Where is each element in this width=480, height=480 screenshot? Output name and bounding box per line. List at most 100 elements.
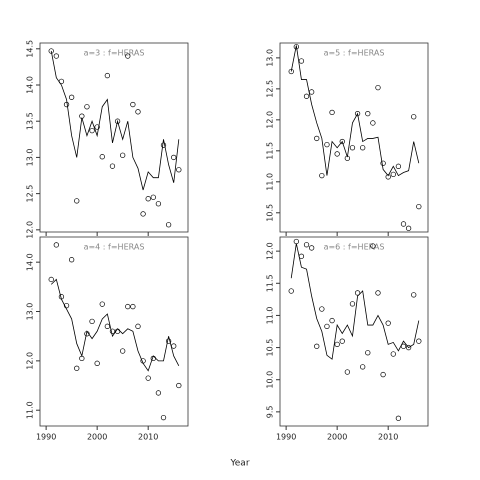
- data-point: [339, 338, 345, 344]
- data-point: [114, 118, 121, 124]
- y-tick-label: 13.0: [26, 149, 35, 167]
- y-tick-label: 11.5: [266, 142, 275, 160]
- data-point: [375, 290, 381, 296]
- data-point: [365, 110, 371, 117]
- data-point: [68, 94, 75, 100]
- data-point: [74, 198, 80, 204]
- data-point: [104, 72, 111, 79]
- panel-title: a=4 : f=HERAS: [84, 243, 145, 252]
- data-point: [145, 196, 151, 202]
- data-point: [74, 365, 80, 371]
- y-tick-label: 10.5: [266, 204, 275, 222]
- data-point: [308, 245, 315, 251]
- data-point: [375, 84, 381, 91]
- data-point: [176, 167, 182, 173]
- y-tick-label: 14.0: [26, 76, 35, 94]
- x-tick-label: 2000: [87, 433, 107, 442]
- data-point: [293, 44, 299, 50]
- data-point: [125, 53, 131, 59]
- data-point: [380, 160, 386, 166]
- data-point: [370, 243, 376, 249]
- data-point: [48, 48, 54, 54]
- data-point: [334, 151, 340, 157]
- data-point: [120, 348, 126, 354]
- panel-frame: [39, 236, 189, 427]
- data-point: [140, 211, 146, 217]
- data-point: [324, 141, 330, 148]
- y-tick-label: 13.0: [26, 303, 35, 321]
- fit-line: [290, 243, 420, 360]
- data-point: [319, 172, 325, 179]
- data-point: [89, 318, 95, 325]
- fit-line: [290, 45, 420, 177]
- data-point: [308, 89, 315, 95]
- data-point: [324, 323, 330, 330]
- data-point: [135, 109, 141, 115]
- data-point: [94, 360, 100, 366]
- data-point: [395, 163, 402, 169]
- y-tick-label: 14.5: [26, 40, 35, 58]
- y-tick-label: 11.0: [26, 401, 35, 419]
- data-point: [400, 221, 407, 227]
- panel-title: a=6 : f=HERAS: [324, 243, 385, 252]
- data-point: [411, 292, 417, 298]
- data-point: [349, 301, 356, 307]
- y-tick-label: 11.5: [266, 274, 275, 292]
- data-point: [405, 344, 412, 351]
- data-point: [99, 154, 105, 160]
- data-point: [411, 114, 417, 120]
- data-point: [319, 306, 325, 312]
- y-tick-label: 13.0: [266, 49, 275, 67]
- data-point: [390, 351, 396, 357]
- y-tick-label: 12.0: [26, 221, 35, 239]
- data-point: [130, 101, 136, 108]
- y-tick-label: 12.5: [266, 80, 275, 98]
- data-point: [405, 225, 412, 231]
- panel-title: a=5 : f=HERAS: [324, 49, 385, 58]
- x-tick-label: 1990: [36, 433, 56, 442]
- fit-line: [50, 278, 180, 372]
- data-point: [288, 288, 294, 294]
- data-point: [370, 120, 376, 126]
- data-point: [360, 145, 366, 151]
- data-point: [104, 323, 111, 329]
- data-point: [135, 323, 141, 329]
- data-point: [288, 68, 294, 75]
- data-point: [125, 303, 131, 310]
- data-point: [109, 328, 116, 334]
- data-point: [365, 350, 371, 356]
- data-point: [339, 138, 345, 145]
- y-tick-label: 10.5: [266, 339, 275, 357]
- x-tick-label: 2010: [138, 433, 158, 442]
- data-point: [171, 154, 177, 161]
- data-point: [155, 201, 162, 207]
- data-point: [84, 104, 90, 110]
- data-point: [344, 369, 351, 375]
- data-point: [48, 276, 54, 283]
- fit-line: [50, 50, 180, 191]
- data-point: [68, 257, 75, 263]
- data-point: [329, 109, 335, 116]
- data-point: [416, 338, 422, 344]
- data-point: [354, 110, 361, 117]
- x-tick-label: 1990: [276, 433, 296, 442]
- data-point: [53, 53, 59, 59]
- x-axis-label: Year: [229, 459, 249, 469]
- y-tick-label: 10.0: [266, 371, 275, 389]
- panel-frame: [279, 236, 429, 427]
- data-point: [303, 242, 310, 248]
- data-point: [89, 127, 95, 134]
- data-point: [171, 343, 177, 349]
- y-tick-label: 12.0: [26, 352, 35, 370]
- data-point: [303, 93, 310, 99]
- data-point: [99, 301, 105, 307]
- y-tick-label: 12.0: [266, 111, 275, 129]
- panel-title: a=3 : f=HERAS: [84, 49, 145, 58]
- data-point: [120, 152, 126, 158]
- y-tick-label: 11.0: [266, 307, 275, 325]
- data-point: [416, 203, 422, 210]
- y-tick-label: 12.5: [26, 185, 35, 203]
- data-point: [314, 135, 320, 142]
- panel-frame: [39, 42, 189, 233]
